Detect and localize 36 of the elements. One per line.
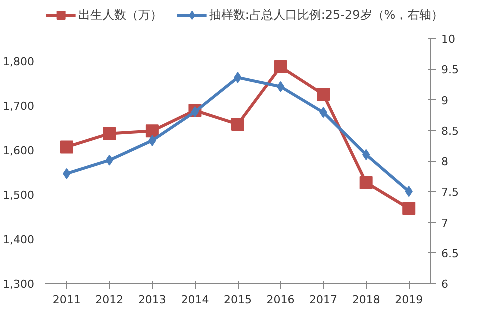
x-tick-label: 2012 <box>96 294 124 306</box>
point <box>103 127 116 140</box>
y-tick-label: 1,600 <box>3 144 35 158</box>
x-tick-label: 2014 <box>181 294 210 306</box>
legend-label: 出生人数（万） <box>78 6 162 24</box>
y-tick-label: 1,400 <box>3 233 35 246</box>
point <box>276 81 285 92</box>
y-tick-label: 1,700 <box>3 100 35 113</box>
point <box>146 124 159 138</box>
y2-tick-label: 8.5 <box>442 124 459 138</box>
x-tick-label: 2016 <box>266 294 295 306</box>
x-tick-label: 2013 <box>138 294 166 306</box>
x-tick-label: 2017 <box>310 294 338 306</box>
y2-tick-label: 6.5 <box>442 247 459 260</box>
y2-tick-label: 7 <box>442 216 448 230</box>
point <box>232 118 244 131</box>
y-tick-label: 1,800 <box>3 55 35 68</box>
y2-tick-label: 8 <box>442 156 448 168</box>
point <box>60 140 74 154</box>
y-tick-label: 1,300 <box>3 278 35 291</box>
x-tick-label: 2015 <box>224 294 252 306</box>
y2-tick-label: 7.5 <box>442 186 459 200</box>
point <box>191 106 200 118</box>
point <box>317 88 330 102</box>
point <box>360 176 373 190</box>
x-tick-label: 2019 <box>395 294 424 306</box>
y2-tick-label: 10 <box>442 33 456 46</box>
y2-tick-label: 6 <box>442 278 448 291</box>
y2-tick-label: 9.5 <box>442 64 459 77</box>
y-tick-label: 1,500 <box>3 188 35 202</box>
legend-label: 抽样数:占总人口比例:25-29岁（%，右轴） <box>209 6 444 24</box>
x-tick-label: 2018 <box>352 294 380 306</box>
point <box>274 60 288 74</box>
x-tick-label: 2011 <box>52 294 81 306</box>
point <box>402 202 416 216</box>
y2-tick-label: 9 <box>442 94 448 108</box>
